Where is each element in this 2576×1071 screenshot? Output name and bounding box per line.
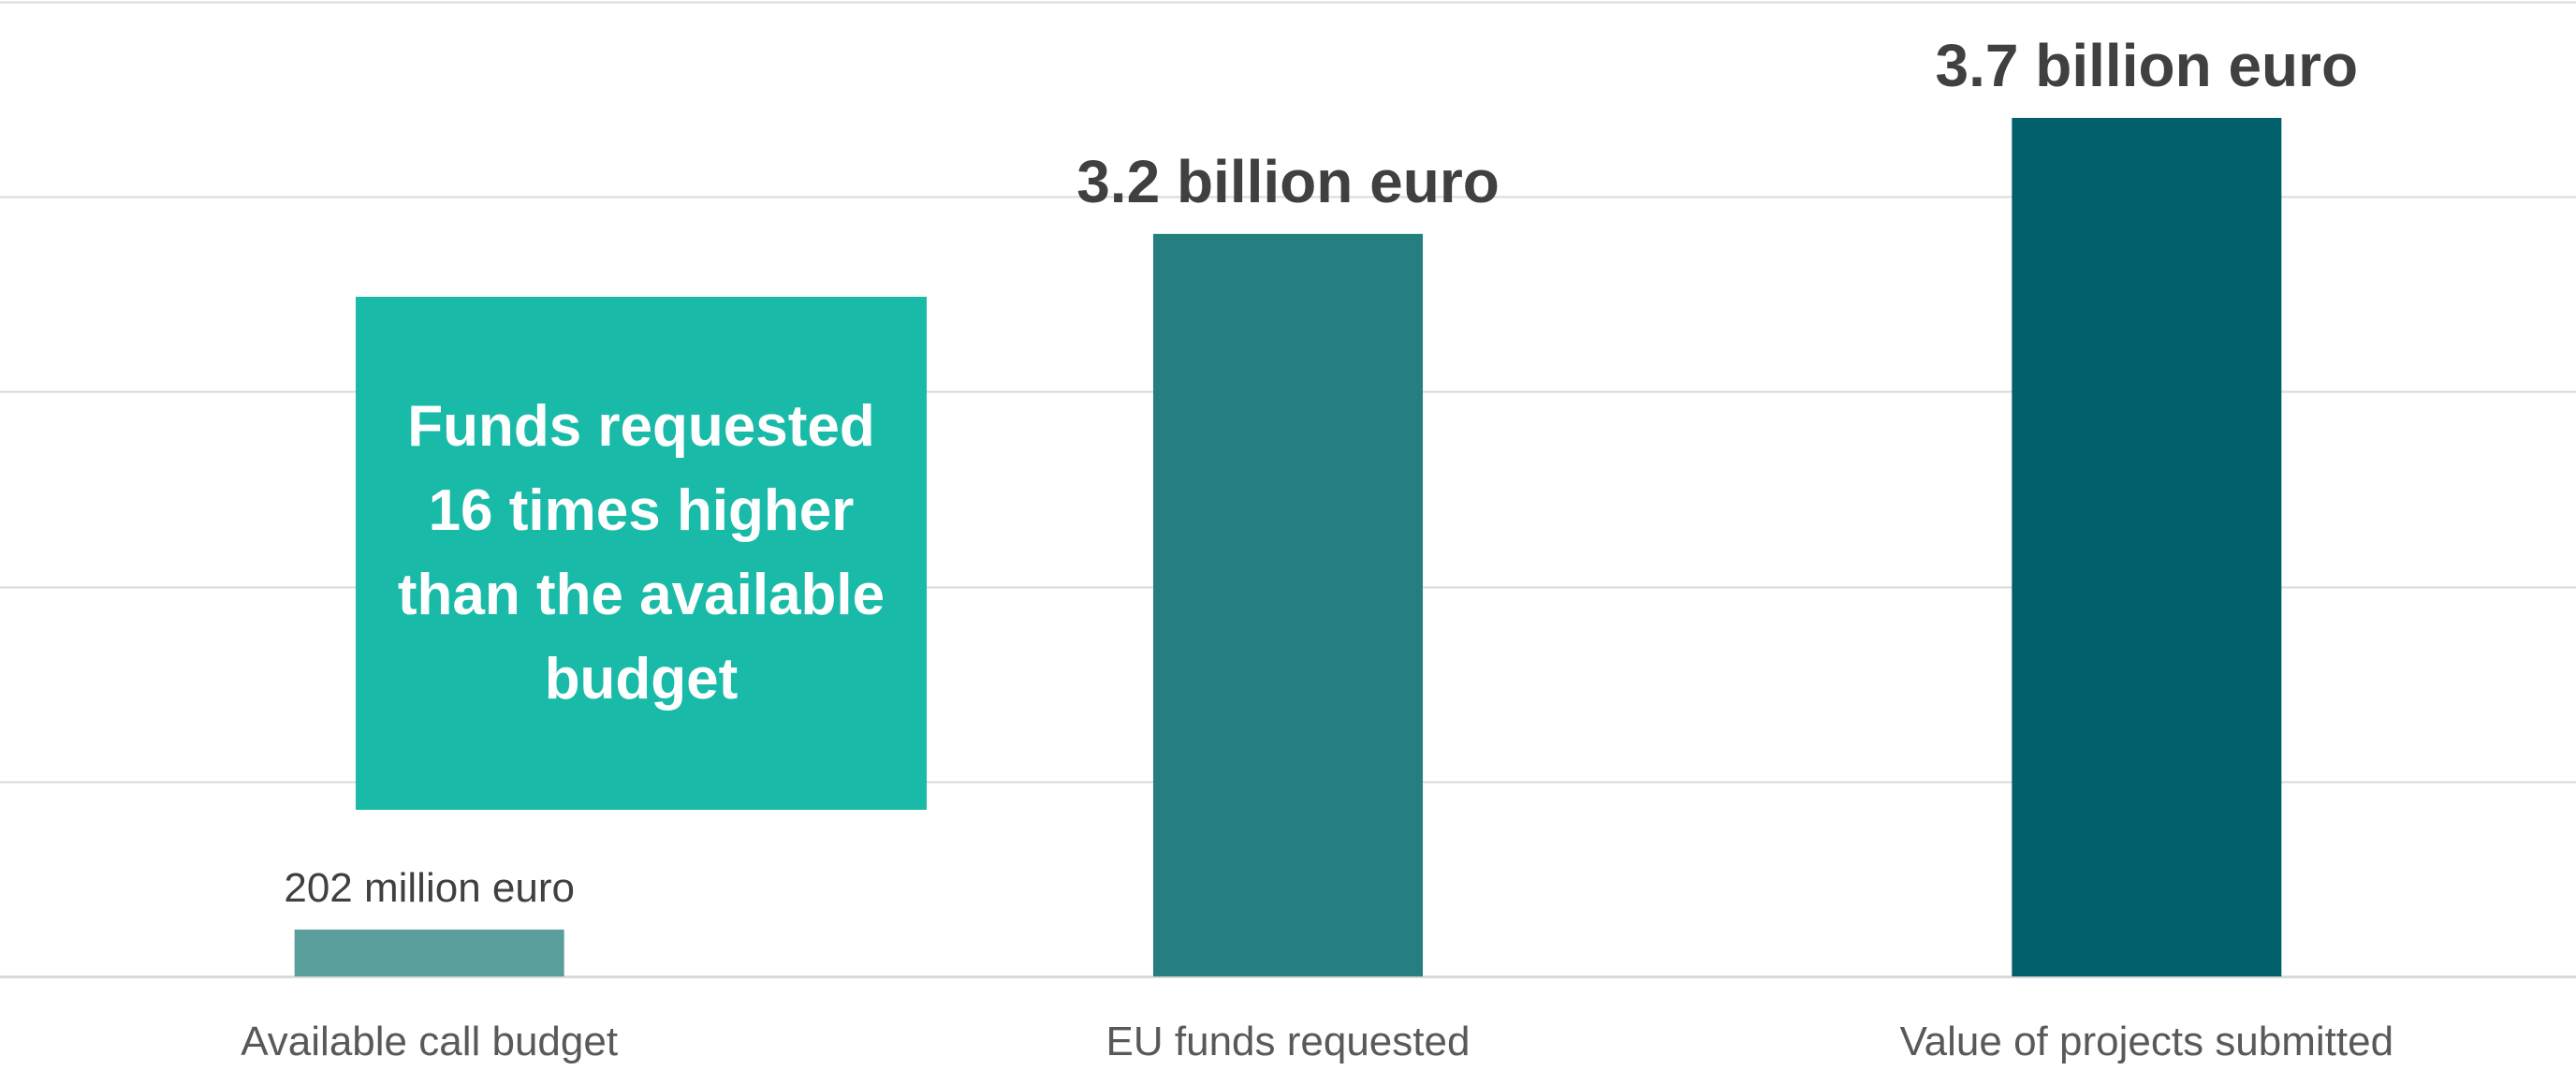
data-label-2: 3.2 billion euro [1076,148,1500,215]
bar-1 [294,929,564,976]
data-label-3: 3.7 billion euro [1936,32,2359,99]
x-tick-label-1: Available call budget [241,1019,618,1064]
x-tick-label-2: EU funds requested [1106,1019,1471,1064]
annotation-text: Funds requested 16 times higher than the… [397,394,886,712]
x-axis-tick-labels: Available call budget EU funds requested V… [241,1019,2393,1064]
data-label-1: 202 million euro [284,865,575,911]
annotation-callout-box: Funds requested 16 times higher than the… [356,297,927,810]
bars [294,117,2282,976]
bar-3 [2012,117,2282,976]
bar-2 [1153,233,1423,976]
data-labels: 202 million euro 3.2 billion euro 3.7 bill… [284,32,2358,911]
x-tick-label-3: Value of projects submitted [1900,1019,2393,1064]
